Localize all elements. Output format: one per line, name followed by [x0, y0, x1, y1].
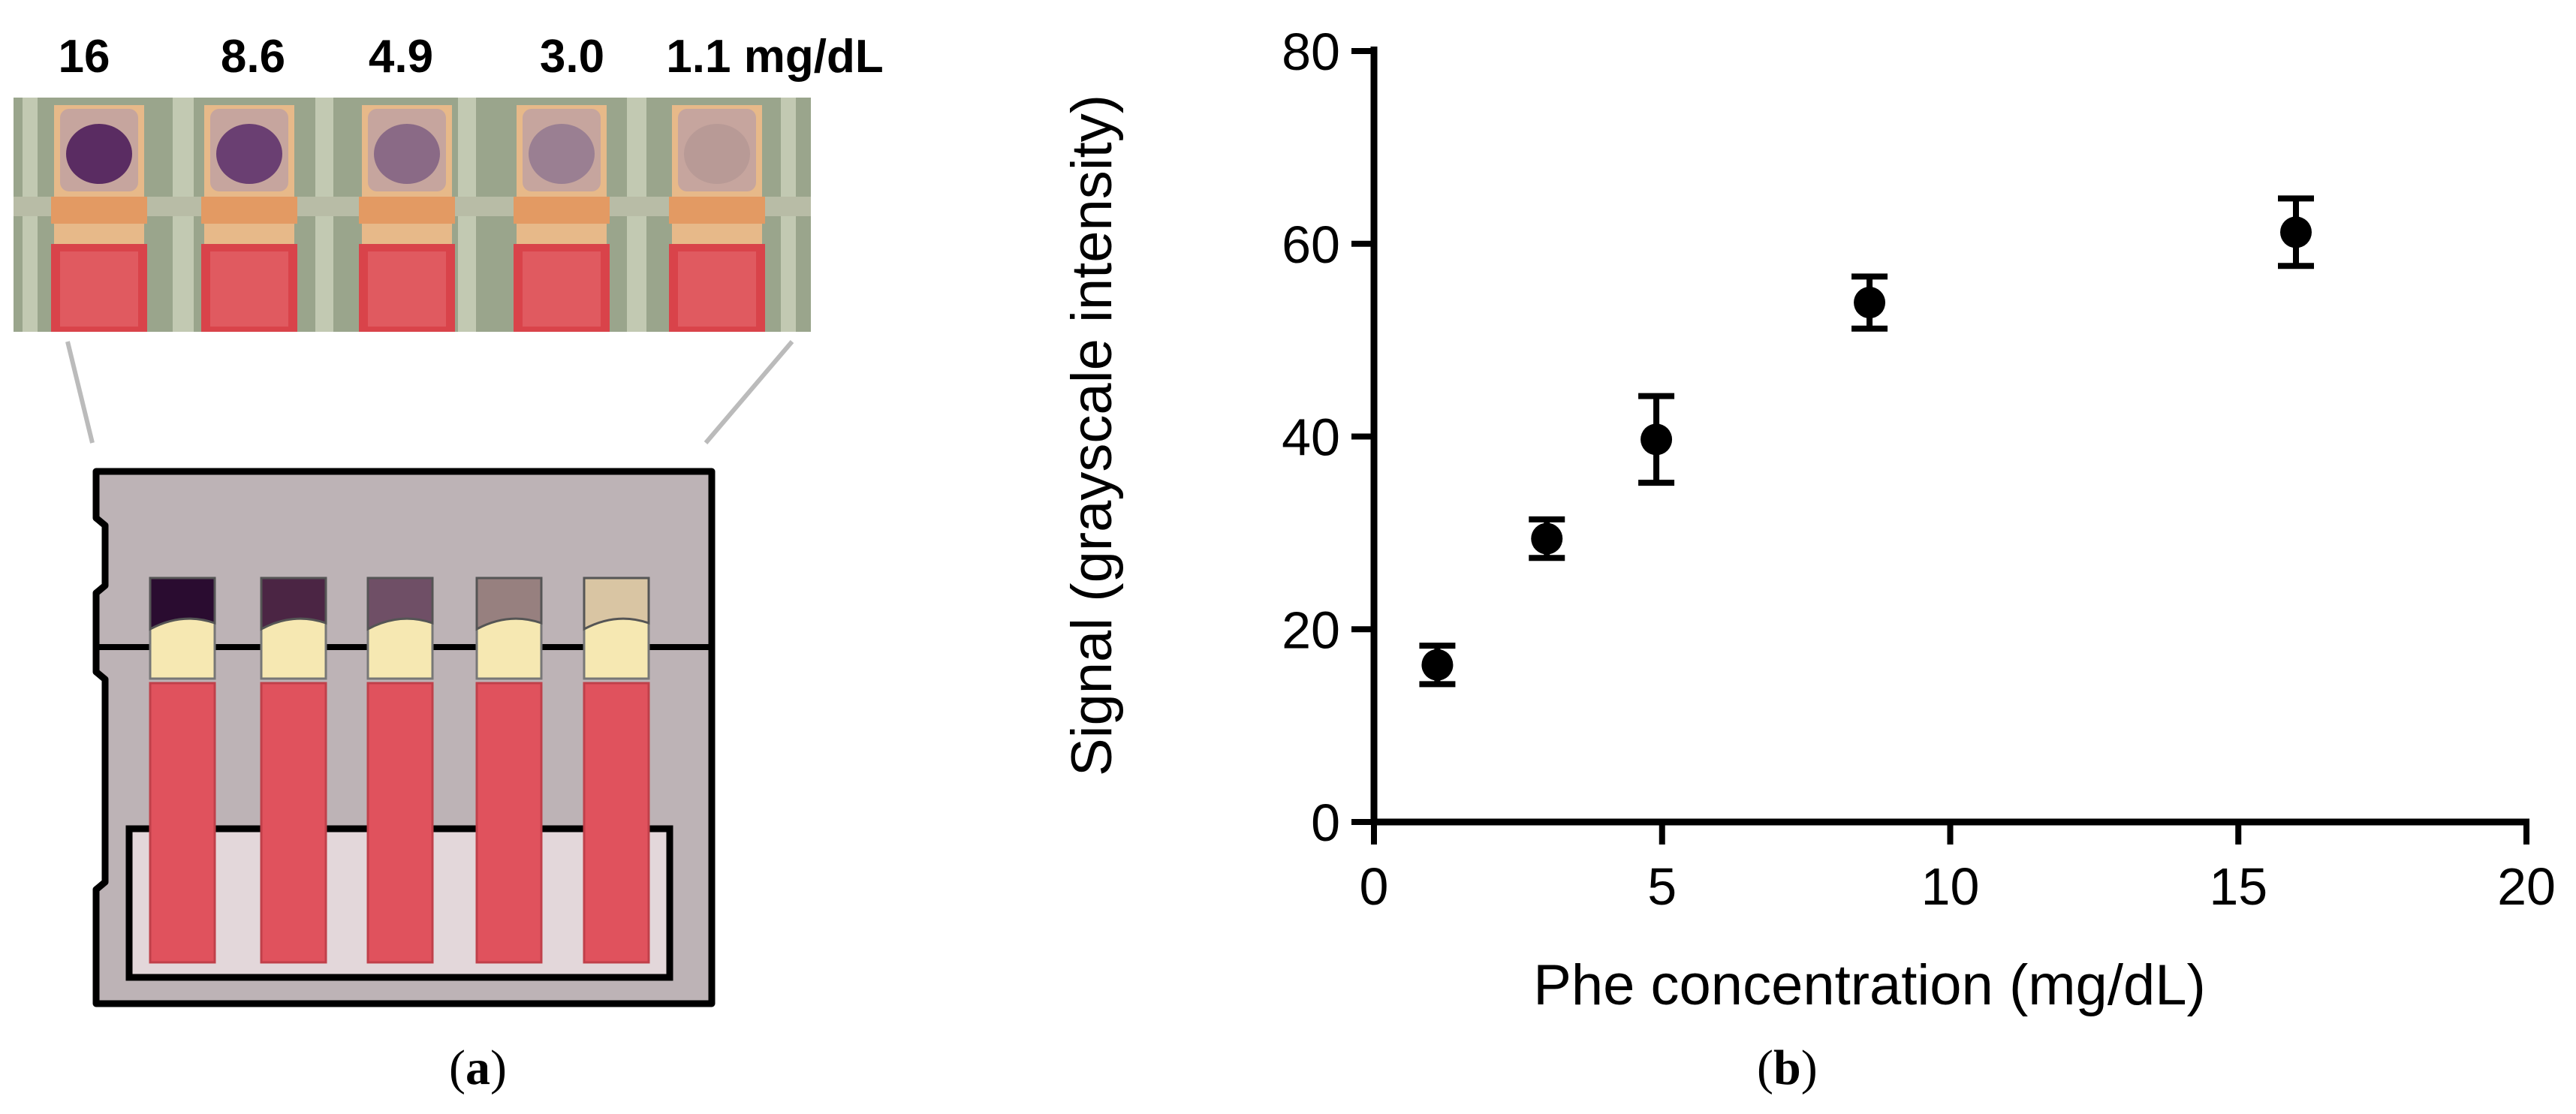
photo-strip: [201, 105, 297, 332]
point-marker: [1641, 423, 1673, 456]
photo-strip: [514, 105, 610, 332]
strip-illustration: [14, 98, 811, 1007]
y-tick-label: 80: [1282, 23, 1340, 81]
photo-strip: [359, 105, 455, 332]
schematic-strip: [260, 577, 327, 964]
schematic-strip: [149, 577, 216, 964]
y-tick-label: 40: [1282, 408, 1340, 467]
data-point: [2278, 195, 2314, 269]
y-axis-label: Signal (grayscale intensity): [1060, 95, 1124, 776]
photo-strip: [51, 105, 147, 332]
chart-axes: [1370, 47, 2529, 826]
schematic-card: [92, 468, 716, 1007]
point-marker: [1421, 649, 1454, 681]
schematic-strip: [366, 577, 434, 964]
concentration-label: 16: [58, 31, 110, 83]
y-tick-label: 0: [1311, 793, 1340, 852]
x-tick-label: 5: [1647, 857, 1677, 916]
chart-marks: [1419, 195, 2314, 688]
x-tick-label: 10: [1921, 857, 1980, 916]
point-marker: [1854, 287, 1886, 319]
x-axis-label: Phe concentration (mg/dL): [1533, 953, 2206, 1017]
chart-ticks: 0 5 10 15 20 0 20 40 60 80: [1282, 23, 2556, 916]
panel-a-caption: (a): [449, 1040, 507, 1095]
x-tick-label: 15: [2209, 857, 2267, 916]
x-tick-label: 0: [1360, 857, 1389, 916]
x-tick-label: 20: [2497, 857, 2556, 916]
schematic-strip: [475, 577, 543, 964]
data-point: [1851, 273, 1888, 332]
concentration-label: 4.9: [368, 31, 434, 83]
concentration-label: 3.0: [539, 31, 605, 83]
concentration-label: 8.6: [220, 31, 286, 83]
point-marker: [2280, 216, 2312, 248]
schematic-strip: [583, 577, 650, 964]
data-point: [1638, 393, 1675, 486]
concentration-label: 1.1 mg/dL: [666, 31, 884, 83]
panel-a: 16 8.6 4.9 3.0 1.1 mg/dL: [0, 0, 999, 1114]
panel-b-caption: (b): [1757, 1040, 1818, 1095]
data-point: [1529, 516, 1565, 562]
y-tick-label: 20: [1282, 601, 1340, 659]
strip-photo: [14, 98, 811, 332]
point-marker: [1531, 522, 1563, 555]
photo-strip: [669, 105, 765, 332]
data-point: [1419, 643, 1456, 688]
y-tick-label: 60: [1282, 215, 1340, 274]
